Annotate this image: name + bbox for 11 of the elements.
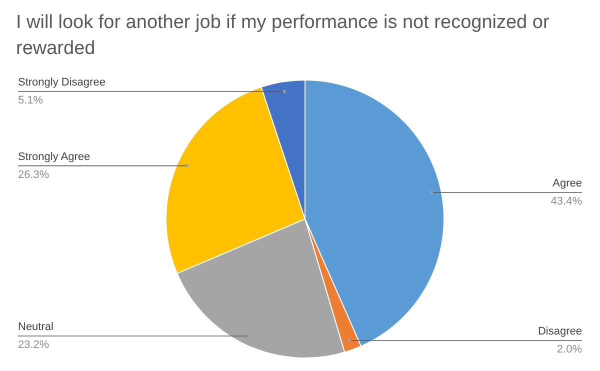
slice-label: Strongly Disagree [18,76,106,88]
slice-label: Agree [552,177,582,190]
data-label: 5.1% [18,94,44,106]
data-label: 23.2% [18,338,50,351]
slice-label: Strongly Agree [18,150,90,163]
slice-label: Neutral [18,320,54,333]
chart-title: I will look for another job if my performance is not recognized or rewarded [16,11,550,61]
data-label: 26.3% [18,168,50,181]
slice-label: Disagree [538,325,582,338]
data-label: 43.4% [550,195,582,208]
data-label: 2.0% [556,343,582,356]
